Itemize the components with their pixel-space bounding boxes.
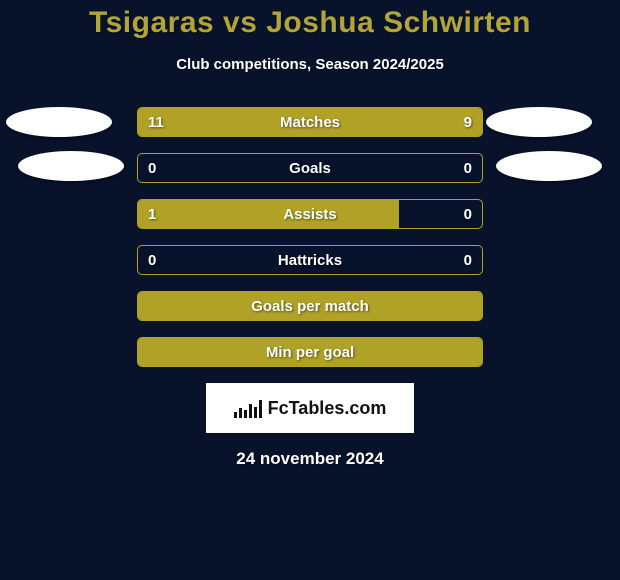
- date-label: 24 november 2024: [0, 449, 620, 469]
- stat-label: Min per goal: [138, 338, 482, 366]
- stat-label: Assists: [138, 200, 482, 228]
- stat-label: Goals: [138, 154, 482, 182]
- infographic-stage: Tsigaras vs Joshua Schwirten Club compet…: [0, 0, 620, 580]
- stat-row: 1Assists0: [137, 199, 483, 229]
- stat-row: Goals per match: [137, 291, 483, 321]
- stat-value-right: 0: [464, 154, 472, 182]
- content-area: 11Matches90Goals01Assists00Hattricks0Goa…: [0, 107, 620, 469]
- stat-row: Min per goal: [137, 337, 483, 367]
- subtitle: Club competitions, Season 2024/2025: [0, 56, 620, 73]
- page-title: Tsigaras vs Joshua Schwirten: [0, 0, 620, 40]
- stat-row: 0Hattricks0: [137, 245, 483, 275]
- stat-row: 11Matches9: [137, 107, 483, 137]
- stat-label: Matches: [138, 108, 482, 136]
- logo-box: FcTables.com: [206, 383, 414, 433]
- stat-label: Goals per match: [138, 292, 482, 320]
- logo-text: FcTables.com: [268, 398, 387, 419]
- player-badge-right: [496, 151, 602, 181]
- stat-value-right: 0: [464, 200, 472, 228]
- stat-value-right: 9: [464, 108, 472, 136]
- player-badge-left: [18, 151, 124, 181]
- stats-rows: 11Matches90Goals01Assists00Hattricks0Goa…: [137, 107, 483, 367]
- stat-value-right: 0: [464, 246, 472, 274]
- stat-label: Hattricks: [138, 246, 482, 274]
- player-badge-right: [486, 107, 592, 137]
- stat-row: 0Goals0: [137, 153, 483, 183]
- logo-bars-icon: [234, 398, 262, 418]
- player-badge-left: [6, 107, 112, 137]
